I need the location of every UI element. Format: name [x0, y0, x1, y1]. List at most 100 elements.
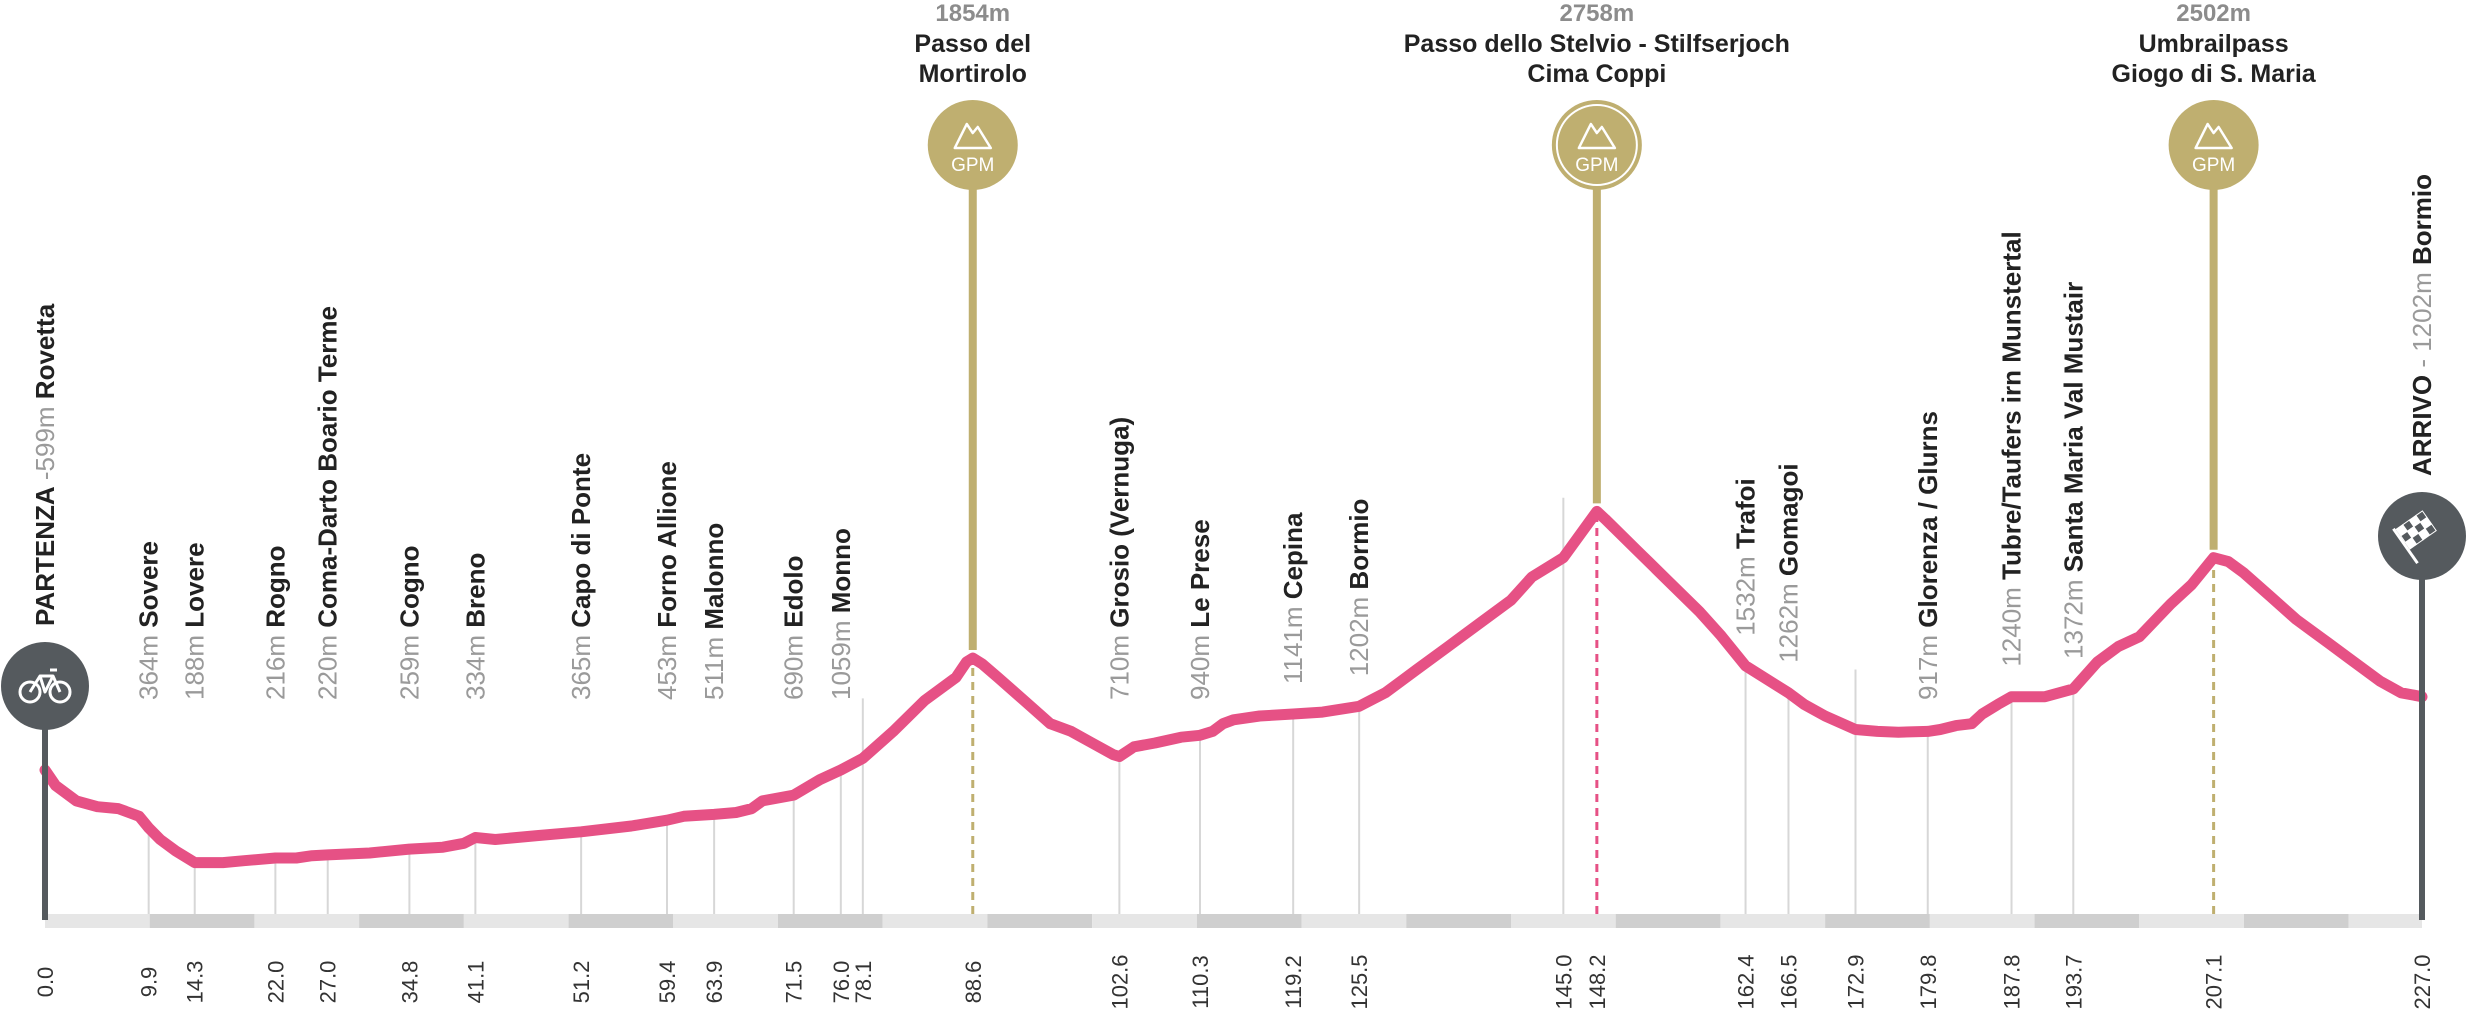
town-altitude: 364m — [134, 628, 164, 700]
peak-altitude: 2502m — [2176, 0, 2251, 27]
bicycle-icon — [18, 680, 42, 704]
town-name: Rogno — [260, 545, 290, 627]
town-label: 710m Grosio (Vernuga) — [1104, 417, 1134, 700]
town-altitude: 216m — [260, 628, 290, 700]
town-name: Tubre/Taufers irn Munstertal — [1997, 231, 2027, 580]
town-label: 365m Capo di Ponte — [566, 453, 596, 700]
finish-label-part: ARRIVO — [2407, 368, 2437, 476]
town-label: 453m Forno Allione — [652, 461, 682, 700]
mountain-icon — [2194, 122, 2233, 150]
gpm-badge — [1551, 100, 1642, 190]
town-name: Glorenza / Glurns — [1913, 411, 1943, 628]
mountain-icon — [1577, 122, 1617, 150]
gpm-badge — [927, 100, 1018, 190]
finish-label-part: Bormio — [2407, 174, 2437, 265]
km-band — [1196, 914, 1302, 928]
town-label: 220m Coma-Darto Boario Terme — [313, 306, 343, 700]
town-altitude: 1202m — [1344, 590, 1374, 677]
flag-square — [2424, 523, 2437, 536]
town-name: Coma-Darto Boario Terme — [313, 306, 343, 628]
town-label: 1262m Gomagoi — [1773, 463, 1803, 662]
km-band — [1720, 914, 1826, 928]
town-name: Gomagoi — [1773, 463, 1803, 576]
mountain-icon — [953, 122, 993, 150]
km-tick-label: 162.4 — [1734, 954, 1759, 1009]
km-tick-label: 88.6 — [961, 961, 986, 1004]
town-name: Cepina — [1278, 512, 1308, 599]
town-label: 1141m Cepina — [1278, 512, 1308, 684]
km-band — [2139, 914, 2244, 928]
km-tick-label: 148.2 — [1585, 954, 1610, 1009]
peak-name: Mortirolo — [919, 60, 1027, 88]
start-label-part: -599m — [30, 399, 60, 480]
town-label: 188m Lovere — [180, 542, 210, 700]
town-name: Bormio — [1344, 499, 1374, 590]
town-label: 511m Malonno — [699, 523, 729, 700]
km-tick-label: 0.0 — [33, 967, 58, 998]
town-name: Capo di Ponte — [566, 453, 596, 628]
peak-altitude: 2758m — [1559, 0, 1634, 27]
town-name: Lovere — [180, 542, 210, 627]
town-name: Edolo — [779, 556, 809, 628]
start-label-part: PARTENZA — [30, 480, 60, 626]
km-tick-label: 78.1 — [851, 961, 876, 1004]
bicycle-icon-wheel — [48, 680, 72, 704]
town-altitude: 1372m — [2058, 572, 2088, 659]
km-tick-label: 76.0 — [829, 961, 854, 1004]
town-label: 940m Le Prese — [1185, 519, 1215, 700]
gpm-badge-text: GPM — [951, 155, 994, 176]
km-tick-label: 22.0 — [263, 961, 288, 1004]
town-label: 216m Rogno — [260, 545, 290, 700]
town-altitude: 1059m — [826, 613, 856, 700]
km-tick-label: 179.8 — [1916, 954, 1941, 1009]
town-label: 1202m Bormio — [1344, 499, 1374, 677]
peak-name: Giogo di S. Maria — [2112, 60, 2317, 88]
start-label-part: Rovetta — [30, 303, 60, 399]
km-tick-label: 102.6 — [1107, 954, 1132, 1009]
finish-label: ARRIVO - 1202m Bormio — [2407, 174, 2437, 476]
start-label: PARTENZA -599m Rovetta — [30, 303, 60, 626]
town-name: Le Prese — [1185, 519, 1215, 627]
km-tick-label: 172.9 — [1843, 954, 1868, 1009]
km-tick-label: 41.1 — [463, 961, 488, 1004]
gpm-badge — [2168, 100, 2259, 190]
town-altitude: 511m — [699, 630, 729, 700]
km-tick-label: 145.0 — [1551, 954, 1576, 1009]
town-altitude: 259m — [394, 628, 424, 700]
town-name: Grosio (Vernuga) — [1104, 417, 1134, 628]
finish-label-part: - 1202m — [2407, 265, 2437, 368]
km-band — [1406, 914, 1511, 928]
km-band — [1092, 914, 1197, 928]
town-altitude: 917m — [1913, 628, 1943, 700]
km-band — [1510, 914, 1616, 928]
km-tick-label: 187.8 — [2000, 954, 2025, 1009]
km-band — [1615, 914, 1721, 928]
km-band — [568, 914, 674, 928]
km-tick-label: 119.2 — [1281, 955, 1306, 1008]
town-altitude: 453m — [652, 628, 682, 700]
town-altitude: 710m — [1104, 628, 1134, 700]
km-tick-label: 59.4 — [655, 961, 680, 1004]
km-band — [1825, 914, 1930, 928]
peak-name: Umbrailpass — [2139, 30, 2289, 58]
town-label: 1372m Santa Maria Val Mustair — [2058, 282, 2088, 659]
town-altitude: 940m — [1185, 628, 1215, 700]
town-altitude: 1262m — [1773, 576, 1803, 663]
peak-name: Passo dello Stelvio - Stilfserjoch — [1404, 30, 1790, 58]
km-band — [2243, 914, 2349, 928]
town-name: Malonno — [699, 523, 729, 630]
town-altitude: 1532m — [1731, 549, 1761, 636]
km-tick-label: 51.2 — [569, 961, 594, 1004]
cima-coppi-ring — [1555, 104, 1638, 186]
town-label: 690m Edolo — [779, 556, 809, 700]
town-name: Trafoi — [1731, 478, 1761, 549]
town-altitude: 220m — [313, 628, 343, 700]
km-band — [882, 914, 988, 928]
checkered-flag-icon — [2392, 510, 2437, 565]
km-tick-label: 9.9 — [137, 967, 162, 998]
km-tick-label: 63.9 — [702, 961, 727, 1004]
town-altitude: 690m — [779, 628, 809, 700]
town-label: 259m Cogno — [394, 545, 424, 700]
km-band — [45, 914, 150, 928]
